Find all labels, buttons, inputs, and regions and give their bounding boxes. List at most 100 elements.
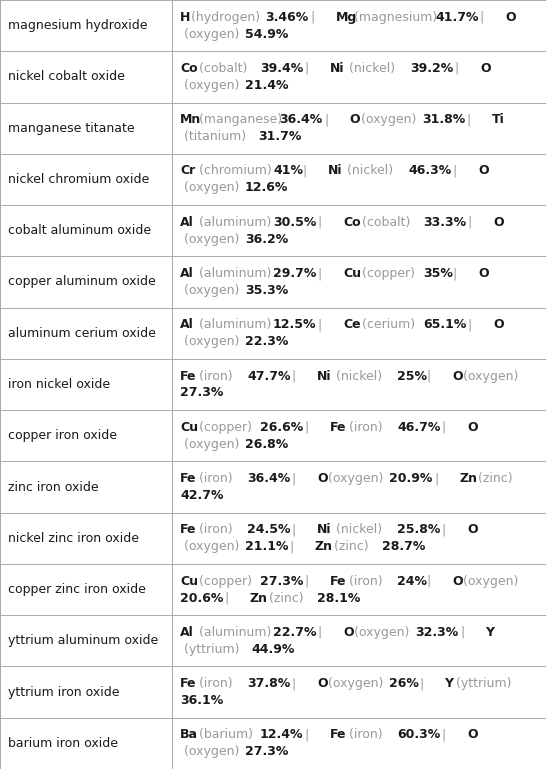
- Text: (copper): (copper): [195, 574, 256, 588]
- Text: Fe: Fe: [180, 677, 197, 690]
- Text: |: |: [427, 472, 447, 485]
- Text: 39.4%: 39.4%: [260, 62, 303, 75]
- Text: copper iron oxide: copper iron oxide: [8, 429, 117, 442]
- Text: O: O: [343, 626, 354, 639]
- Text: |: |: [284, 677, 305, 690]
- Text: Cu: Cu: [180, 421, 198, 434]
- Text: nickel chromium oxide: nickel chromium oxide: [8, 173, 149, 186]
- Text: |: |: [282, 541, 302, 553]
- Text: magnesium hydroxide: magnesium hydroxide: [8, 19, 147, 32]
- Text: O: O: [467, 421, 478, 434]
- Text: (oxygen): (oxygen): [324, 472, 388, 485]
- Text: Cr: Cr: [180, 165, 195, 178]
- Text: |: |: [217, 591, 238, 604]
- Text: Mg: Mg: [335, 11, 357, 24]
- Text: O: O: [467, 524, 478, 536]
- Text: O: O: [493, 216, 503, 228]
- Text: (nickel): (nickel): [343, 165, 397, 178]
- Text: |: |: [435, 728, 455, 741]
- Text: Ni: Ni: [328, 165, 342, 178]
- Text: 31.7%: 31.7%: [258, 130, 301, 143]
- Text: |: |: [295, 165, 316, 178]
- Text: 35%: 35%: [423, 267, 453, 280]
- Text: (yttrium): (yttrium): [452, 677, 515, 690]
- Text: |: |: [284, 524, 305, 536]
- Text: (copper): (copper): [195, 421, 256, 434]
- Text: (titanium): (titanium): [180, 130, 250, 143]
- Text: (iron): (iron): [345, 728, 387, 741]
- Text: 21.4%: 21.4%: [245, 79, 288, 92]
- Text: 12.4%: 12.4%: [260, 728, 304, 741]
- Text: |: |: [298, 574, 318, 588]
- Text: copper aluminum oxide: copper aluminum oxide: [8, 275, 156, 288]
- Text: (manganese): (manganese): [195, 113, 286, 126]
- Text: |: |: [311, 216, 331, 228]
- Text: (oxygen): (oxygen): [460, 370, 523, 382]
- Text: (iron): (iron): [195, 472, 236, 485]
- Text: |: |: [311, 626, 331, 639]
- Text: (hydrogen): (hydrogen): [187, 11, 265, 24]
- Text: 46.3%: 46.3%: [408, 165, 451, 178]
- Text: (cobalt): (cobalt): [195, 62, 251, 75]
- Text: (aluminum): (aluminum): [195, 267, 275, 280]
- Text: zinc iron oxide: zinc iron oxide: [8, 481, 99, 494]
- Text: (oxygen): (oxygen): [351, 626, 414, 639]
- Text: Zn: Zn: [250, 591, 268, 604]
- Text: (iron): (iron): [195, 524, 236, 536]
- Text: nickel cobalt oxide: nickel cobalt oxide: [8, 71, 125, 83]
- Text: 41%: 41%: [273, 165, 303, 178]
- Text: iron nickel oxide: iron nickel oxide: [8, 378, 110, 391]
- Text: nickel zinc iron oxide: nickel zinc iron oxide: [8, 532, 139, 544]
- Text: Fe: Fe: [330, 574, 347, 588]
- Text: 41.7%: 41.7%: [435, 11, 478, 24]
- Text: (oxygen): (oxygen): [180, 438, 244, 451]
- Text: (iron): (iron): [195, 677, 236, 690]
- Text: Ni: Ni: [330, 62, 345, 75]
- Text: (oxygen): (oxygen): [180, 335, 244, 348]
- Text: (iron): (iron): [195, 370, 236, 382]
- Text: 29.7%: 29.7%: [273, 267, 316, 280]
- Text: (aluminum): (aluminum): [195, 318, 275, 331]
- Text: O: O: [505, 11, 515, 24]
- Text: 33.3%: 33.3%: [423, 216, 466, 228]
- Text: 46.7%: 46.7%: [397, 421, 441, 434]
- Text: 27.3%: 27.3%: [260, 574, 304, 588]
- Text: Zn: Zn: [315, 541, 333, 553]
- Text: |: |: [446, 165, 466, 178]
- Text: manganese titanate: manganese titanate: [8, 122, 135, 135]
- Text: |: |: [435, 421, 455, 434]
- Text: |: |: [284, 370, 305, 382]
- Text: Ti: Ti: [492, 113, 505, 126]
- Text: |: |: [298, 62, 318, 75]
- Text: O: O: [452, 574, 462, 588]
- Text: Cu: Cu: [343, 267, 361, 280]
- Text: 12.6%: 12.6%: [245, 181, 288, 195]
- Text: (aluminum): (aluminum): [195, 216, 275, 228]
- Text: 28.1%: 28.1%: [317, 591, 360, 604]
- Text: 22.7%: 22.7%: [273, 626, 317, 639]
- Text: O: O: [480, 62, 491, 75]
- Text: barium iron oxide: barium iron oxide: [8, 737, 118, 750]
- Text: Al: Al: [180, 626, 194, 639]
- Text: 36.2%: 36.2%: [245, 233, 288, 245]
- Text: Zn: Zn: [460, 472, 478, 485]
- Text: (aluminum): (aluminum): [195, 626, 275, 639]
- Text: 20.9%: 20.9%: [389, 472, 433, 485]
- Text: 65.1%: 65.1%: [423, 318, 466, 331]
- Text: |: |: [472, 11, 492, 24]
- Text: (oxygen): (oxygen): [460, 574, 523, 588]
- Text: 24.5%: 24.5%: [247, 524, 290, 536]
- Text: (chromium): (chromium): [195, 165, 276, 178]
- Text: |: |: [446, 267, 466, 280]
- Text: (zinc): (zinc): [474, 472, 517, 485]
- Text: 37.8%: 37.8%: [247, 677, 290, 690]
- Text: (cerium): (cerium): [358, 318, 419, 331]
- Text: (oxygen): (oxygen): [324, 677, 388, 690]
- Text: 20.6%: 20.6%: [180, 591, 223, 604]
- Text: aluminum cerium oxide: aluminum cerium oxide: [8, 327, 156, 340]
- Text: Al: Al: [180, 318, 194, 331]
- Text: 32.3%: 32.3%: [416, 626, 459, 639]
- Text: 35.3%: 35.3%: [245, 284, 288, 297]
- Text: 25.8%: 25.8%: [397, 524, 441, 536]
- Text: Ni: Ni: [317, 370, 331, 382]
